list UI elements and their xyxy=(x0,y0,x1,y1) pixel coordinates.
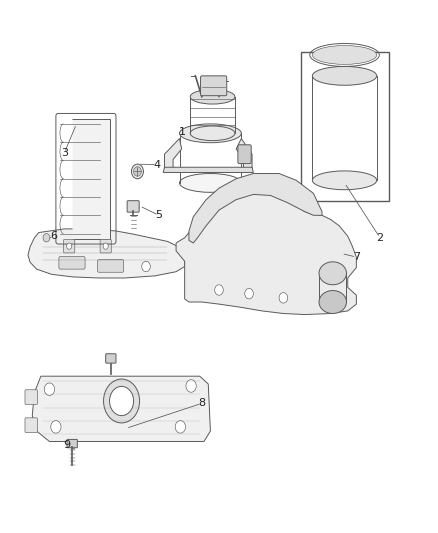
Circle shape xyxy=(175,421,186,433)
Circle shape xyxy=(131,164,144,179)
Circle shape xyxy=(103,379,140,423)
Ellipse shape xyxy=(312,67,377,85)
Text: 2: 2 xyxy=(376,233,384,243)
FancyBboxPatch shape xyxy=(98,260,124,272)
FancyBboxPatch shape xyxy=(100,239,111,253)
Text: 4: 4 xyxy=(153,160,160,169)
Text: 5: 5 xyxy=(155,211,162,220)
FancyBboxPatch shape xyxy=(67,439,78,448)
FancyBboxPatch shape xyxy=(201,76,227,96)
Circle shape xyxy=(134,167,141,176)
FancyBboxPatch shape xyxy=(25,390,37,405)
Ellipse shape xyxy=(312,171,377,190)
Text: 7: 7 xyxy=(353,252,360,262)
Polygon shape xyxy=(163,167,253,173)
Text: 3: 3 xyxy=(61,148,68,158)
Circle shape xyxy=(103,243,108,249)
Circle shape xyxy=(67,243,72,249)
Polygon shape xyxy=(189,174,322,243)
Ellipse shape xyxy=(312,45,377,64)
FancyBboxPatch shape xyxy=(59,256,85,269)
Ellipse shape xyxy=(190,126,235,141)
Polygon shape xyxy=(32,376,210,441)
Ellipse shape xyxy=(319,290,346,313)
Polygon shape xyxy=(165,139,182,170)
Circle shape xyxy=(51,421,61,433)
Ellipse shape xyxy=(190,90,235,104)
Polygon shape xyxy=(176,176,357,314)
Text: 8: 8 xyxy=(198,398,205,408)
FancyBboxPatch shape xyxy=(127,201,139,212)
Polygon shape xyxy=(236,139,252,170)
Circle shape xyxy=(110,386,134,416)
Circle shape xyxy=(186,379,196,392)
Polygon shape xyxy=(72,119,110,239)
Circle shape xyxy=(245,288,253,299)
Polygon shape xyxy=(28,229,185,278)
Circle shape xyxy=(215,285,223,295)
Circle shape xyxy=(44,383,55,395)
Ellipse shape xyxy=(180,174,241,192)
FancyBboxPatch shape xyxy=(238,145,251,164)
Circle shape xyxy=(142,261,150,272)
FancyBboxPatch shape xyxy=(25,418,37,432)
Text: 6: 6 xyxy=(50,231,57,241)
Ellipse shape xyxy=(180,124,241,143)
FancyBboxPatch shape xyxy=(64,239,75,253)
Circle shape xyxy=(43,233,50,242)
Circle shape xyxy=(279,293,288,303)
Text: 9: 9 xyxy=(63,440,70,450)
Text: 1: 1 xyxy=(179,127,186,137)
Bar xyxy=(300,52,389,201)
FancyBboxPatch shape xyxy=(106,354,116,363)
Ellipse shape xyxy=(319,262,346,285)
